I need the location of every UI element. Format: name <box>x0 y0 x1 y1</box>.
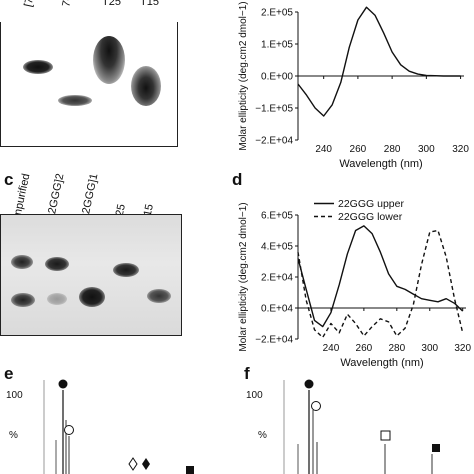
lane-label: 7G <box>60 0 75 8</box>
gel-band <box>79 287 105 307</box>
x-tick-label: 280 <box>388 343 405 354</box>
gel-band <box>131 66 161 106</box>
gel-band <box>23 60 53 74</box>
x-tick-label: 320 <box>452 144 469 155</box>
y-tick-label: −2.E+04 <box>255 335 293 346</box>
cd-spectrum-chart-b: 2.E+05 1.E+05 0.E+00 −1.E+05 −2.E+04 240 260 28… <box>238 1 469 170</box>
filled-circle-marker <box>304 379 314 389</box>
lane-label: T25 <box>102 0 121 8</box>
y-tick-label: 100 <box>246 390 263 401</box>
y-axis-label: Molar ellipticity (deg.cm2 dmol−1) <box>238 202 249 351</box>
x-tick-label: 240 <box>323 343 340 354</box>
gel-band <box>11 255 33 269</box>
filled-diamond-marker <box>142 458 150 470</box>
x-tick-label: 300 <box>418 144 435 155</box>
y-tick-label: −1.E+05 <box>255 104 293 115</box>
legend-label: 22GGG upper <box>338 198 404 210</box>
y-tick-label: −2.E+04 <box>255 136 293 147</box>
filled-square-marker <box>432 444 440 452</box>
panel-letter-e: e <box>4 364 14 383</box>
x-tick-label: 280 <box>384 144 401 155</box>
gel-image-c <box>0 214 182 336</box>
open-square-marker <box>380 430 391 441</box>
gel-image-a <box>0 22 178 147</box>
x-tick-label: 300 <box>421 343 438 354</box>
y-axis-label: % <box>9 430 18 441</box>
gel-band <box>147 289 171 303</box>
series-line <box>297 225 464 328</box>
gel-band <box>113 263 139 277</box>
x-tick-label: 260 <box>356 343 373 354</box>
gel-band <box>11 293 35 307</box>
mass-spectrum-e: 100 % <box>6 379 194 474</box>
gel-band <box>93 36 125 84</box>
y-tick-label: 100 <box>6 390 23 401</box>
series-line <box>297 229 464 339</box>
y-tick-label: 2.E+05 <box>261 8 293 19</box>
cd-spectrum-chart-d: 6.E+05 4.E+05 2.E+04 0.E+04 −2.E+04 240 260 280… <box>238 198 471 369</box>
y-tick-label: 0.E+00 <box>261 72 293 83</box>
y-axis-label: % <box>258 430 267 441</box>
x-axis-label: Wavelength (nm) <box>340 357 423 369</box>
gel-band <box>45 257 69 271</box>
open-circle-marker <box>64 425 74 435</box>
y-tick-label: 6.E+05 <box>261 211 293 222</box>
panel-letter-f: f <box>244 364 250 383</box>
panel-letter-c: c <box>4 170 14 189</box>
legend-label: 22GGG lower <box>338 211 403 223</box>
y-tick-label: 4.E+05 <box>261 242 293 253</box>
gel-band <box>58 95 92 106</box>
gel-band <box>47 293 67 305</box>
open-circle-marker <box>311 401 321 411</box>
x-tick-label: 320 <box>454 343 471 354</box>
panel-letter-d: d <box>232 170 243 189</box>
lane-label: T15 <box>140 0 159 8</box>
x-tick-label: 240 <box>315 144 332 155</box>
filled-circle-marker <box>58 379 68 389</box>
y-tick-label: 0.E+04 <box>261 304 293 315</box>
y-axis-label: Molar ellipticity (deg.cm2 dmol−1) <box>238 1 249 150</box>
y-tick-label: 1.E+05 <box>261 40 293 51</box>
filled-square-marker <box>186 466 194 474</box>
series-line <box>297 6 461 117</box>
open-diamond-marker <box>128 457 138 471</box>
y-tick-label: 2.E+04 <box>261 273 293 284</box>
lane-label: [7G <box>22 0 37 8</box>
x-axis-label: Wavelength (nm) <box>339 158 422 170</box>
mass-spectrum-f: 100 % <box>246 379 440 474</box>
x-tick-label: 260 <box>350 144 367 155</box>
